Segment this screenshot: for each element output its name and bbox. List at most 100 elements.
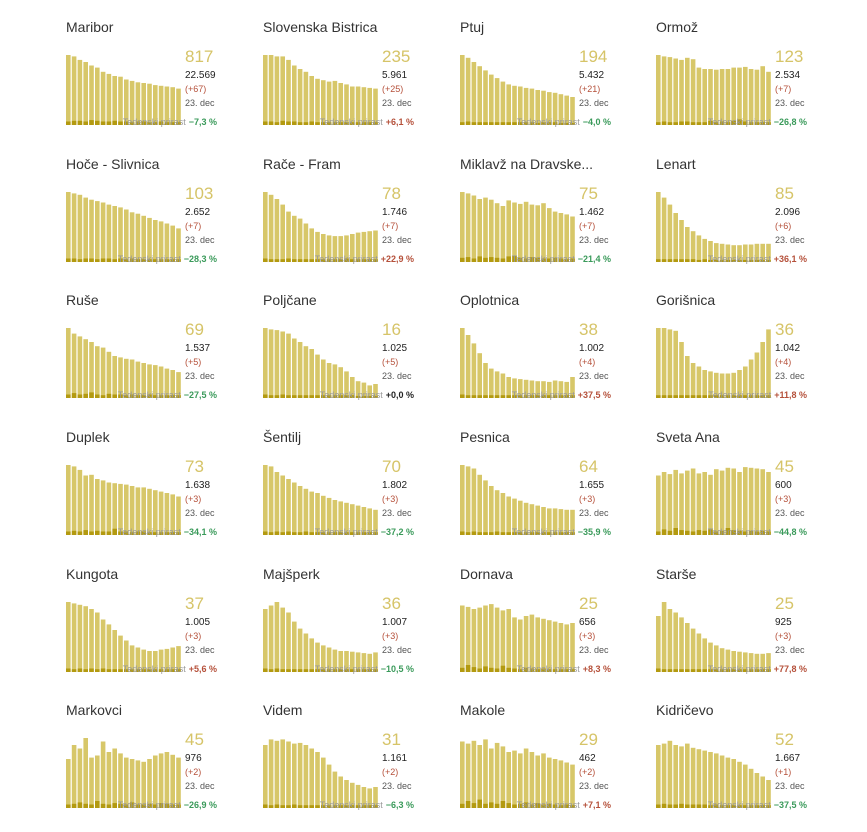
bar: [535, 505, 540, 535]
weekly-growth-value: +37,5 %: [577, 390, 611, 400]
daily-bar: [297, 805, 303, 808]
bar: [702, 238, 707, 262]
daily-bar: [547, 122, 552, 125]
bar: [523, 502, 529, 535]
bar: [309, 228, 314, 262]
daily-bar: [760, 122, 765, 125]
daily-bar: [129, 122, 135, 125]
daily-bar: [106, 258, 112, 262]
bar: [748, 768, 754, 808]
bar-chart: [656, 740, 771, 808]
daily-bar: [71, 258, 77, 262]
total-cases: 1.007: [382, 617, 408, 628]
bar: [274, 472, 280, 535]
bar: [135, 82, 141, 125]
bar: [690, 628, 696, 672]
bar: [147, 651, 152, 672]
daily-bar: [541, 804, 546, 808]
daily-bar: [280, 394, 285, 398]
weekly-growth-value: +7,1 %: [582, 800, 611, 810]
weekly-growth-label: Tedenski prirast: [314, 254, 378, 264]
bar: [506, 609, 511, 672]
total-cases: 5.432: [579, 70, 605, 81]
daily-bar: [164, 122, 170, 125]
weekly-growth: Tedenski prirast +36,1 %: [708, 254, 807, 264]
bar: [129, 212, 135, 262]
new-cases: (+25): [382, 84, 404, 94]
bar-chart: [460, 604, 575, 672]
total-cases: 2.534: [775, 70, 801, 81]
daily-bar: [95, 394, 100, 398]
daily-bar: [673, 528, 678, 535]
daily-bar: [147, 803, 152, 808]
daily-bar: [685, 121, 690, 125]
daily-bar: [303, 122, 309, 125]
daily-bar: [355, 395, 361, 398]
total-cases: 656: [579, 617, 596, 628]
bar: [355, 505, 361, 535]
bar: [350, 234, 355, 262]
bar: [714, 469, 719, 535]
weekly-growth: Tedenski prirast −28,3 %: [118, 254, 217, 264]
daily-bar: [673, 669, 678, 672]
daily-bar: [170, 395, 175, 398]
weekly-growth-label: Tedenski prirast: [319, 800, 383, 810]
bar: [725, 467, 731, 535]
weekly-growth: Tedenski prirast +22,9 %: [315, 254, 414, 264]
bar: [518, 619, 523, 672]
daily-bar: [297, 122, 303, 125]
daily-bar: [303, 531, 309, 535]
daily-bar: [286, 395, 291, 398]
daily-bar: [263, 394, 268, 398]
daily-bar: [506, 803, 511, 808]
bar: [129, 645, 135, 672]
bar: [338, 367, 343, 398]
bar: [477, 353, 482, 398]
bar: [529, 204, 535, 262]
bar: [523, 379, 529, 398]
daily-bar: [367, 532, 372, 535]
daily-bar: [268, 532, 274, 535]
chart-title: Oplotnica: [460, 292, 520, 308]
bar: [332, 364, 338, 398]
daily-bar: [71, 530, 77, 535]
daily-bar: [280, 259, 285, 262]
daily-bar: [547, 258, 552, 262]
bar: [731, 468, 736, 535]
bar: [725, 649, 731, 672]
daily-bar: [465, 395, 471, 398]
daily-bar: [518, 532, 523, 535]
daily-bar: [373, 122, 378, 125]
daily-bar: [500, 801, 506, 808]
bar: [124, 484, 129, 535]
bar: [158, 753, 164, 808]
daily-bar: [326, 122, 332, 125]
bar: [766, 71, 771, 125]
bar: [690, 363, 696, 398]
daily-bar: [153, 669, 158, 672]
daily-bar: [477, 668, 482, 672]
bar: [500, 610, 506, 672]
bar: [483, 363, 488, 398]
weekly-growth-value: −6,3 %: [385, 800, 414, 810]
bar: [350, 86, 355, 125]
daily-bar: [176, 122, 181, 125]
bar: [465, 466, 471, 535]
bar: [77, 336, 83, 398]
daily-bar: [518, 122, 523, 125]
daily-bar: [673, 395, 678, 398]
daily-bar: [685, 259, 690, 262]
daily-bar: [280, 669, 285, 672]
bar: [661, 197, 667, 262]
daily-bar: [477, 799, 482, 808]
daily-bar: [297, 532, 303, 535]
bar: [141, 761, 146, 808]
daily-bar: [483, 395, 488, 398]
municipality-card: Gorišnica 36 1.042 (+4) 23. dec Tedenski prir…: [656, 292, 826, 412]
daily-bar: [748, 669, 754, 672]
bar-chart: [263, 465, 378, 535]
daily-bar: [702, 122, 707, 125]
daily-bar: [737, 259, 742, 262]
bar: [315, 752, 320, 808]
bar: [679, 342, 684, 398]
